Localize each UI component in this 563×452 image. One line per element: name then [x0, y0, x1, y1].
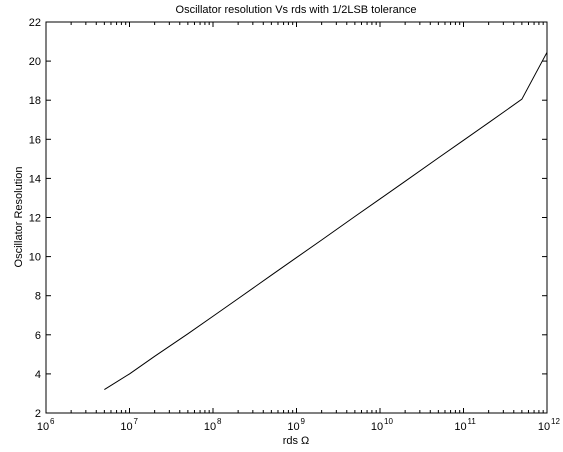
y-tick-label: 18	[29, 95, 41, 107]
x-tick-label: 10 8	[204, 417, 222, 433]
y-tick-label: 14	[29, 173, 41, 185]
x-axis-tick-labels: 10 6 10 7 10 8 10 9 10 10 10 11 10 12	[37, 417, 561, 433]
y-tick-label: 12	[29, 213, 41, 225]
x-tick-label: 10 11	[454, 417, 476, 433]
y-tick-label: 16	[29, 134, 41, 146]
plot-area	[45, 21, 548, 414]
series-line	[104, 52, 548, 390]
x-tick-label-exponent: 6	[50, 417, 55, 426]
x-tick-label: 10 9	[287, 417, 305, 433]
x-tick-label-base: 10	[120, 421, 132, 433]
x-tick-label-base: 10	[538, 421, 550, 433]
chart-title: Oscillator resolution Vs rds with 1/2LSB…	[176, 4, 417, 16]
x-tick-label-base: 10	[37, 421, 49, 433]
x-tick-label: 10 7	[120, 417, 138, 433]
x-axis-label: rds Ω	[283, 435, 310, 447]
y-tick-label: 6	[35, 330, 41, 342]
x-tick-label-exponent: 10	[384, 417, 393, 426]
y-axis-tick-labels: 2 4 6 8 10 12 14 16 18 20 22	[29, 17, 41, 420]
x-tick-label-exponent: 12	[551, 417, 560, 426]
x-tick-label-exponent: 8	[217, 417, 222, 426]
x-tick-label-base: 10	[287, 421, 299, 433]
y-tick-label: 8	[35, 291, 41, 303]
x-tick-label-base: 10	[371, 421, 383, 433]
y-axis-label: Oscillator Resolution	[13, 167, 25, 268]
y-tick-label: 20	[29, 56, 41, 68]
x-tick-label: 10 6	[37, 417, 55, 433]
x-tick-label-exponent: 9	[301, 417, 306, 426]
y-tick-label: 4	[35, 369, 41, 381]
y-tick-label: 10	[29, 252, 41, 264]
x-tick-label: 10 12	[538, 417, 561, 433]
x-tick-label-base: 10	[204, 421, 216, 433]
plot-frame	[45, 21, 548, 414]
x-tick-label-base: 10	[454, 421, 466, 433]
x-tick-label-exponent: 11	[468, 417, 477, 426]
x-tick-label: 10 10	[371, 417, 394, 433]
x-tick-label-exponent: 7	[134, 417, 139, 426]
y-tick-label: 22	[29, 17, 41, 29]
y-tick-label: 2	[35, 408, 41, 420]
